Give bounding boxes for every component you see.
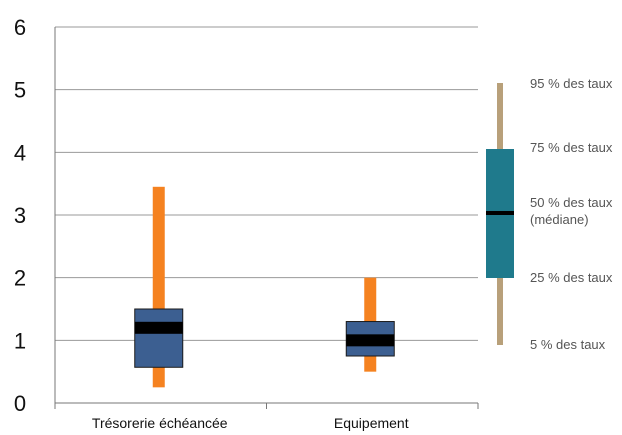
y-tick-label: 1 [14,328,26,353]
x-axis: Trésorerie échéancée Equipement [54,402,479,431]
x-category-label: Trésorerie échéancée [92,415,228,431]
legend-label: 95 % des taux [530,76,613,91]
boxes [134,186,395,388]
y-tick-label: 6 [14,15,26,40]
legend-label: 5 % des taux [530,337,606,352]
y-tick-label: 4 [14,140,26,165]
legend-box [486,83,514,345]
box-1 [134,186,184,388]
y-tick-label: 3 [14,203,26,228]
legend-label-sub: (médiane) [530,212,589,227]
y-tick-label: 5 [14,78,26,103]
iqr-box [134,308,184,368]
legend-label: 75 % des taux [530,140,613,155]
box-2 [345,277,395,372]
gridlines [55,26,478,341]
legend-label: 50 % des taux [530,195,613,210]
legend-label: 25 % des taux [530,270,613,285]
median-line [346,334,395,347]
median-line [134,321,183,334]
y-axis: 0 1 2 3 4 5 6 [14,15,56,416]
y-tick-label: 0 [14,391,26,416]
x-category-label: Equipement [334,415,409,431]
y-tick-label: 2 [14,266,26,291]
legend: 95 % des taux 75 % des taux 50 % des taux (… [486,76,613,352]
legend-median-line [486,211,514,215]
